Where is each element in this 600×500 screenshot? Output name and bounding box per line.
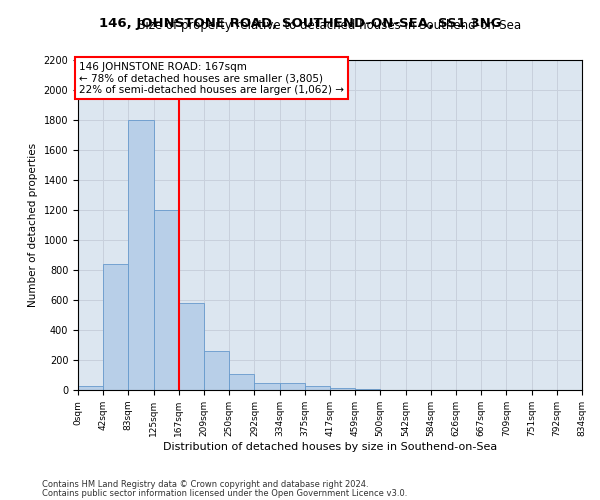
Bar (330, 388, 355, 390)
Bar (229, 374, 254, 390)
Bar (103, 264, 128, 390)
Text: Contains HM Land Registry data © Crown copyright and database right 2024.: Contains HM Land Registry data © Crown c… (42, 480, 368, 489)
Text: 146 JOHNSTONE ROAD: 167sqm
← 78% of detached houses are smaller (3,805)
22% of s: 146 JOHNSTONE ROAD: 167sqm ← 78% of deta… (79, 62, 344, 94)
Bar (78, 386, 103, 390)
Title: Size of property relative to detached houses in Southend-on-Sea: Size of property relative to detached ho… (139, 20, 521, 32)
Bar (254, 382, 280, 390)
Y-axis label: Number of detached properties: Number of detached properties (28, 143, 38, 307)
Bar (280, 383, 305, 390)
Text: Contains public sector information licensed under the Open Government Licence v3: Contains public sector information licen… (42, 488, 407, 498)
Bar (179, 303, 205, 390)
Bar (128, 120, 154, 390)
Bar (154, 210, 179, 390)
Bar (305, 386, 330, 390)
X-axis label: Distribution of detached houses by size in Southend-on-Sea: Distribution of detached houses by size … (163, 442, 497, 452)
Text: 146, JOHNSTONE ROAD, SOUTHEND-ON-SEA, SS1 3NG: 146, JOHNSTONE ROAD, SOUTHEND-ON-SEA, SS… (98, 18, 502, 30)
Bar (205, 351, 229, 390)
Bar (355, 389, 380, 390)
